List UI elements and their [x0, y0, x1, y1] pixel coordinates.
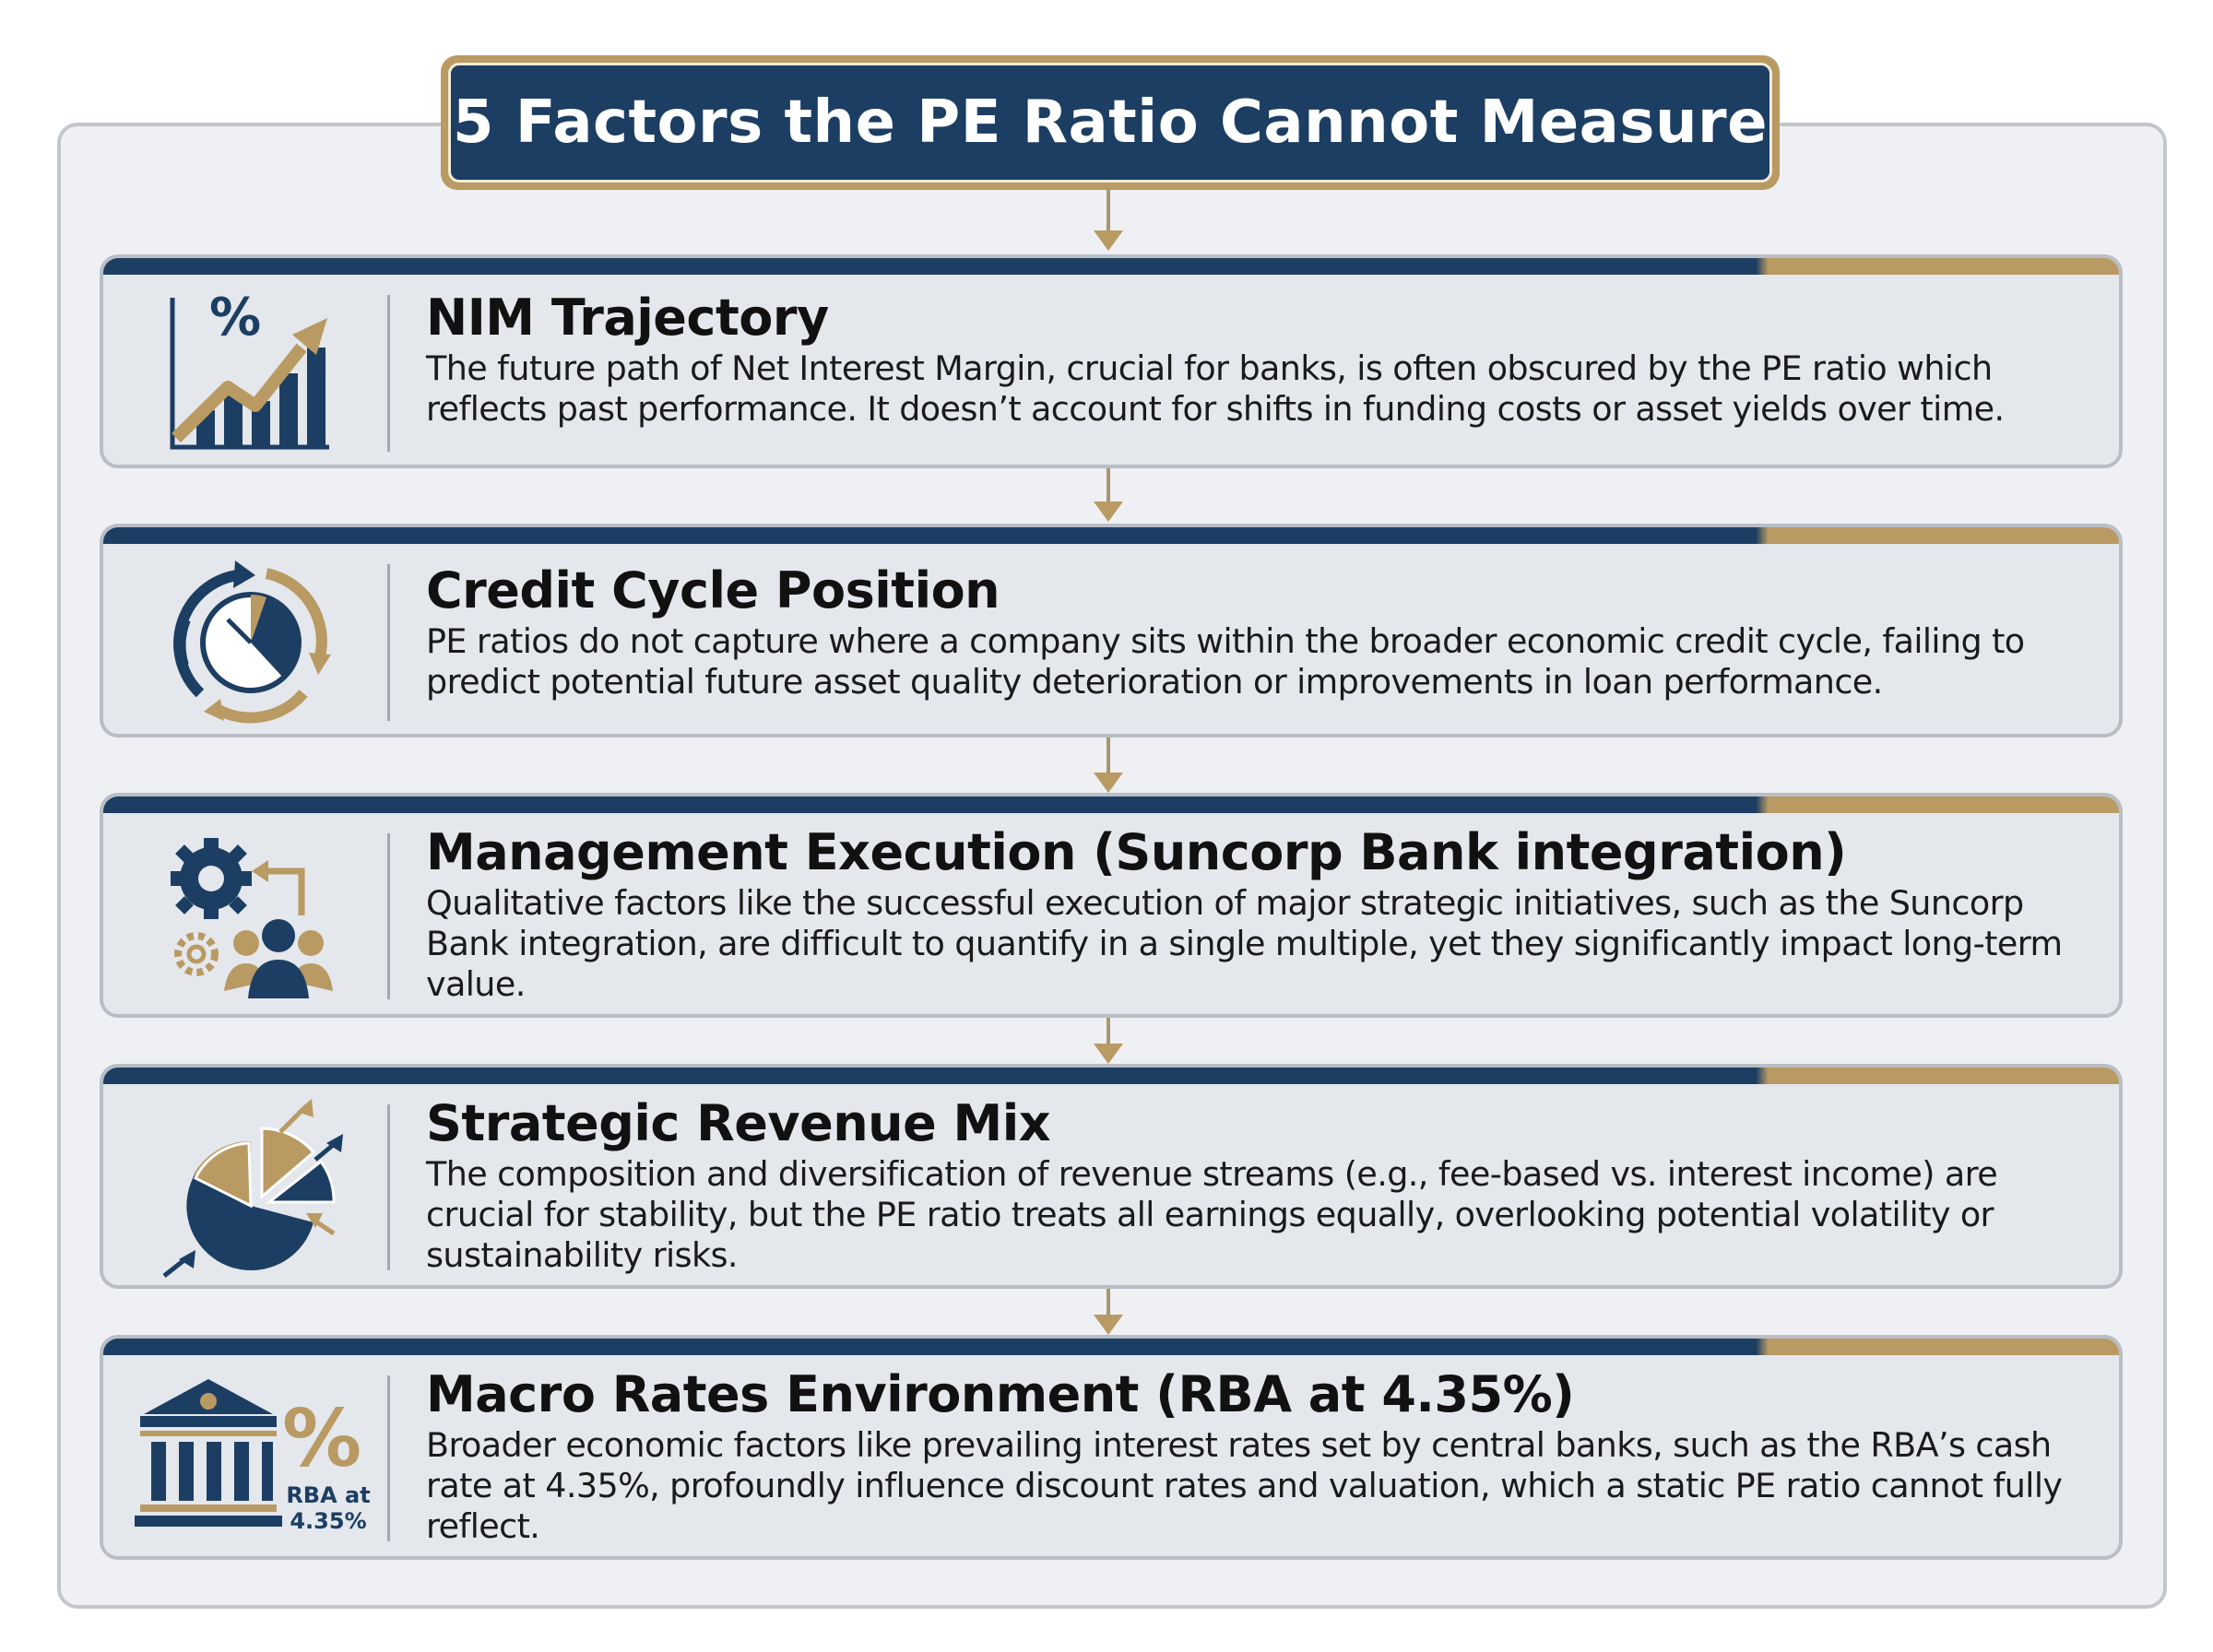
- card-accent-bar: [103, 1068, 2119, 1084]
- factor-card-credit-cycle: Credit Cycle Position PE ratios do not c…: [100, 524, 2123, 738]
- factor-heading: Strategic Revenue Mix: [426, 1094, 1051, 1152]
- factor-description: Broader economic factors like prevailing…: [426, 1425, 2063, 1546]
- divider: [387, 833, 390, 999]
- svg-text:%: %: [282, 1393, 361, 1485]
- divider: [387, 1375, 390, 1541]
- factor-heading: Credit Cycle Position: [426, 561, 1000, 620]
- central-bank-percent-icon: % RBA at 4.35%: [135, 1366, 374, 1551]
- connector-arrow: [1094, 1289, 1123, 1335]
- connector-arrow: [1094, 738, 1123, 793]
- card-accent-bar: [103, 527, 2119, 544]
- connector-arrow: [1094, 190, 1123, 251]
- factor-description: Qualitative factors like the successful …: [426, 883, 2063, 1004]
- divider: [387, 1104, 390, 1270]
- rising-bar-chart-percent-icon: %: [140, 286, 361, 461]
- cyclical-clock-icon: [140, 555, 361, 730]
- svg-text:4.35%: 4.35%: [290, 1508, 366, 1534]
- connector-arrow: [1094, 1018, 1123, 1064]
- pie-chart-arrows-icon: [140, 1095, 361, 1280]
- gears-team-icon: [140, 830, 361, 1005]
- svg-text:%: %: [209, 290, 261, 348]
- card-accent-bar: [103, 1339, 2119, 1355]
- factor-heading: Management Execution (Suncorp Bank integ…: [426, 823, 1847, 881]
- factor-heading: Macro Rates Environment (RBA at 4.35%): [426, 1365, 1575, 1423]
- card-accent-bar: [103, 796, 2119, 813]
- factor-card-nim-trajectory: % NIM Trajectory The future path of Net …: [100, 254, 2123, 468]
- factor-description: PE ratios do not capture where a company…: [426, 621, 2025, 702]
- title-banner: 5 Factors the PE Ratio Cannot Measure: [441, 55, 1780, 190]
- svg-text:RBA at: RBA at: [286, 1482, 370, 1508]
- connector-arrow: [1094, 468, 1123, 522]
- divider: [387, 564, 390, 721]
- factor-card-macro-rates: % RBA at 4.35% Macro Rates Environment (…: [100, 1335, 2123, 1560]
- factor-heading: NIM Trajectory: [426, 289, 829, 347]
- factor-description: The composition and diversification of r…: [426, 1154, 1998, 1275]
- page-title: 5 Factors the PE Ratio Cannot Measure: [448, 63, 1772, 183]
- factor-card-strategic-revenue-mix: Strategic Revenue Mix The composition an…: [100, 1064, 2123, 1289]
- factor-card-management-execution: Management Execution (Suncorp Bank integ…: [100, 793, 2123, 1018]
- divider: [387, 295, 390, 452]
- card-accent-bar: [103, 258, 2119, 275]
- factor-description: The future path of Net Interest Margin, …: [426, 348, 2005, 429]
